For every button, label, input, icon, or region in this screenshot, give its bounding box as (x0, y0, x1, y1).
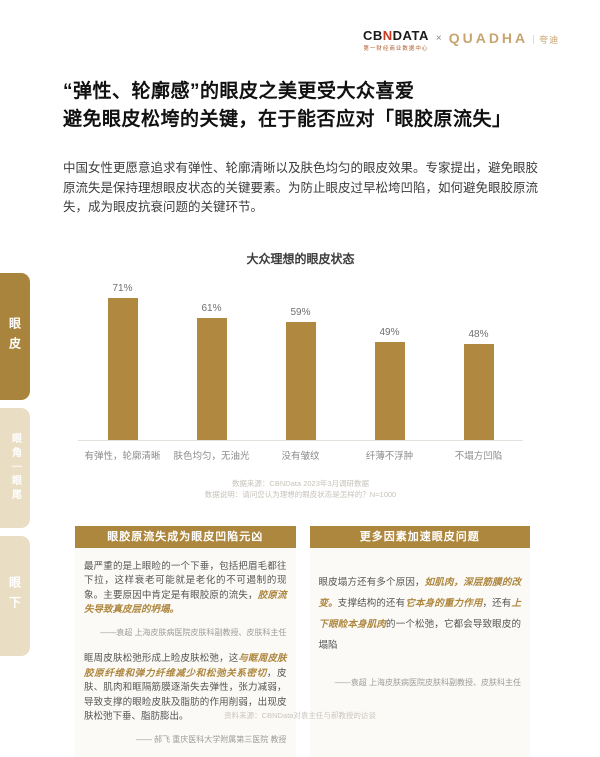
sidebar-tab-label: 眼下 (7, 576, 22, 616)
quadha-wordmark: QUADHA (448, 30, 529, 46)
page-title-line1: “弹性、轮廓感”的眼皮之美更受大众喜爱 (63, 81, 415, 102)
quote-attribution: —— 郝飞 重庆医科大学附属第三医院 教授 (135, 734, 287, 744)
emphasis-text: 如肌肉，深层筋膜的改变。 (318, 576, 521, 609)
main-content: “弹性、轮廓感”的眼皮之美更受大众喜爱 避免眼皮松垮的关键，在于能否应对「眼胶原… (63, 78, 538, 757)
quote-paragraph: 眼皮塌方还有多个原因，如肌肉，深层筋膜的改变。支撑结构的还有它本身的重力作用，还… (318, 576, 521, 651)
quote-paragraph: 眶周皮肤松弛形成上睑皮肤松弛，这与眶周皮肤胶原纤维和弹力纤维减少和松弛关系密切，… (84, 653, 287, 722)
bar-column: 71% (78, 283, 167, 440)
footer-source: 资料来源：CBNData对袁主任与郝教授的访谈 (224, 711, 376, 720)
sidebar-tab-undereye[interactable]: 眼下 (0, 536, 30, 656)
bar-value-label: 61% (201, 302, 222, 314)
cbndata-tagline: 第一财经商业数据中心 (363, 46, 429, 52)
bar-column: 61% (167, 303, 256, 440)
bar-chart-categories: 有弹性，轮廓清晰 肤色均匀，无油光 没有皱纹 纤薄不浮肿 不塌方凹陷 (78, 441, 523, 462)
box-header: 更多因素加速眼皮问题 (309, 525, 530, 548)
page-title: “弹性、轮廓感”的眼皮之美更受大众喜爱 避免眼皮松垮的关键，在于能否应对「眼胶原… (63, 78, 538, 134)
sidebar-tab-eyelid[interactable]: 眼皮 (0, 273, 30, 400)
ideal-eyelid-chart: 大众理想的眼皮状态 71% 61% 59% 49% 48% 有弹性，轮廓清晰 肤色均匀，无… (63, 250, 538, 500)
more-factors-box: 更多因素加速眼皮问题 眼皮塌方还有多个原因，如肌肉，深层筋膜的改变。支撑结构的还… (309, 525, 530, 757)
quote-attribution: ——袁超 上海皮肤病医院皮肤科副教授、皮肤科主任 (100, 627, 287, 637)
sidebar-tab-label: 眼皮 (7, 316, 22, 357)
cbndata-logo: CBNDATA 第一财经商业数据中心 (363, 28, 429, 52)
quadha-chinese-name: ｜夸迪 (529, 35, 560, 45)
bar (463, 343, 494, 440)
quadha-logo: QUADHA ｜夸迪 (449, 30, 559, 46)
bar-value-label: 71% (112, 282, 133, 294)
collagen-loss-box: 眼胶原流失成为眼皮凹陷元凶 最严重的是上眼睑的一个下垂，包括把眉毛都往下拉，这样… (75, 525, 296, 757)
bar-column: 48% (434, 329, 523, 440)
quote-boxes: 眼胶原流失成为眼皮凹陷元凶 最严重的是上眼睑的一个下垂，包括把眉毛都往下拉，这样… (75, 525, 530, 757)
bar-category-label: 有弹性，轮廓清晰 (84, 450, 161, 462)
sidebar-tab-eyecorner[interactable]: 眼角｜眼尾 (0, 408, 30, 528)
box-body: 眼皮塌方还有多个原因，如肌肉，深层筋膜的改变。支撑结构的还有它本身的重力作用，还… (309, 547, 530, 757)
bar-column: 59% (256, 307, 345, 440)
bar-category-label: 不塌方凹陷 (454, 450, 503, 462)
logo-separator: × (435, 32, 442, 44)
chart-source-line1: 数据来源：CBNData 2023年3月调研数据 (231, 478, 370, 488)
header-logos: CBNDATA 第一财经商业数据中心 × QUADHA ｜夸迪 (363, 28, 559, 52)
cbndata-wordmark: CBNDATA (363, 28, 429, 43)
bar-category-label: 肤色均匀，无油光 (173, 450, 250, 462)
emphasis-text: 上下眼睑本身肌肉 (318, 597, 521, 630)
bar-chart-bars: 71% 61% 59% 49% 48% (78, 281, 523, 441)
box-body: 最严重的是上眼睑的一个下垂，包括把眉毛都往下拉，这样衰老可能就是老化的不可遏制的… (75, 547, 296, 757)
chart-title: 大众理想的眼皮状态 (246, 251, 355, 266)
quote-attribution: ——袁超 上海皮肤病医院皮肤科副教授、皮肤科主任 (334, 677, 521, 687)
quote-paragraph: 最严重的是上眼睑的一个下垂，包括把眉毛都往下拉，这样衰老可能就是老化的不可遏制的… (84, 560, 287, 616)
bar-category-label: 没有皱纹 (281, 450, 320, 462)
chart-source-line2: 数据说明：请问您认为理想的眼皮状态是怎样的？N=1000 (204, 489, 397, 499)
bar-value-label: 59% (290, 306, 311, 318)
bar (374, 341, 405, 440)
bar (107, 297, 138, 440)
chart-source-notes: 数据来源：CBNData 2023年3月调研数据 数据说明：请问您认为理想的眼皮… (78, 478, 523, 500)
bar-value-label: 49% (379, 326, 400, 338)
sidebar-tab-label: 眼角｜眼尾 (9, 433, 21, 503)
emphasis-text: 与眶周皮肤胶原纤维和弹力纤维减少和松弛关系密切 (84, 653, 287, 679)
bar-category-label: 纤薄不浮肿 (365, 450, 414, 462)
bar-value-label: 48% (468, 328, 489, 340)
box-header: 眼胶原流失成为眼皮凹陷元凶 (75, 525, 296, 548)
cbndata-red-n: N (382, 28, 393, 43)
emphasis-text: 它本身的重力作用 (405, 597, 483, 609)
intro-paragraph: 中国女性更愿意追求有弹性、轮廓清晰以及肤色均匀的眼皮效果。专家提出，避免眼胶原流… (63, 161, 539, 214)
bar-column: 49% (345, 327, 434, 440)
emphasis-text: 胶原流失导致真皮层的坍塌。 (84, 589, 287, 616)
bar (285, 321, 316, 440)
page-title-line2: 避免眼皮松垮的关键，在于能否应对「眼胶原流失」 (63, 109, 512, 130)
bar (196, 317, 227, 440)
